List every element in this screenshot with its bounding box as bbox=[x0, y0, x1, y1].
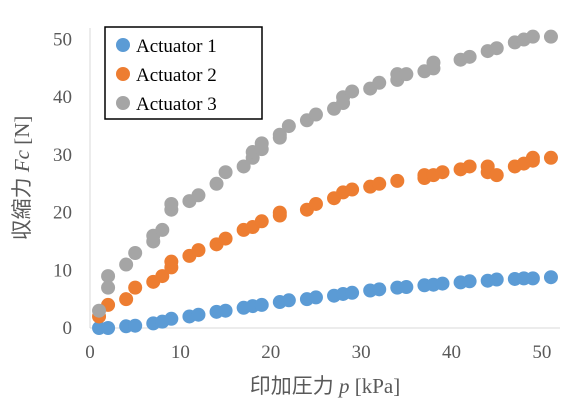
legend-label: Actuator 3 bbox=[136, 94, 217, 115]
data-point bbox=[101, 269, 116, 284]
data-point bbox=[236, 159, 251, 174]
legend-marker bbox=[116, 38, 130, 52]
data-point bbox=[345, 84, 360, 99]
data-point bbox=[272, 127, 287, 142]
data-point bbox=[164, 196, 179, 211]
x-axis-title-variable: p bbox=[337, 374, 350, 398]
x-tick-label: 40 bbox=[442, 342, 461, 363]
legend-marker bbox=[116, 96, 130, 110]
data-point bbox=[489, 41, 504, 56]
y-axis-title-unit: [N] bbox=[10, 116, 34, 150]
data-point bbox=[543, 150, 558, 165]
y-axis-title: 収縮力 Fc [N] bbox=[10, 116, 34, 241]
data-point bbox=[543, 29, 558, 44]
data-point bbox=[489, 168, 504, 183]
data-point bbox=[164, 311, 179, 326]
data-point bbox=[254, 214, 269, 229]
x-tick-label: 30 bbox=[352, 342, 371, 363]
data-point bbox=[435, 276, 450, 291]
x-axis-title-main: 印加圧力 bbox=[250, 374, 339, 398]
x-axis-title: 印加圧力 p [kPa] bbox=[250, 374, 401, 398]
data-point bbox=[372, 75, 387, 90]
data-point bbox=[218, 165, 233, 180]
data-point bbox=[254, 297, 269, 312]
data-point bbox=[399, 67, 414, 82]
data-point bbox=[462, 49, 477, 64]
data-point bbox=[191, 307, 206, 322]
y-tick-label: 10 bbox=[53, 260, 72, 281]
legend-box bbox=[104, 26, 263, 120]
x-tick-label: 50 bbox=[532, 342, 551, 363]
data-point bbox=[191, 188, 206, 203]
data-point bbox=[525, 271, 540, 286]
y-tick-label: 40 bbox=[53, 87, 72, 108]
data-point bbox=[155, 222, 170, 237]
series-3 bbox=[92, 29, 558, 318]
y-tick-label: 50 bbox=[53, 30, 72, 51]
data-point bbox=[525, 150, 540, 165]
data-point bbox=[525, 29, 540, 44]
data-point bbox=[345, 285, 360, 300]
data-point bbox=[543, 270, 558, 285]
data-point bbox=[462, 159, 477, 174]
data-point bbox=[281, 293, 296, 308]
data-point bbox=[372, 282, 387, 297]
y-tick-labels: 0 10 20 30 40 50 bbox=[53, 30, 72, 339]
x-tick-label: 0 bbox=[85, 342, 95, 363]
data-point bbox=[101, 321, 116, 335]
data-point bbox=[489, 272, 504, 287]
series-1 bbox=[92, 270, 558, 335]
series-2 bbox=[92, 150, 558, 324]
data-point bbox=[390, 173, 405, 188]
data-point bbox=[164, 254, 179, 269]
data-point bbox=[128, 246, 143, 260]
y-axis-title-main: 収縮力 bbox=[10, 172, 34, 240]
data-point bbox=[254, 136, 269, 151]
data-point bbox=[308, 107, 323, 122]
data-point bbox=[101, 280, 116, 295]
y-tick-label: 0 bbox=[63, 318, 73, 339]
data-point bbox=[155, 269, 170, 284]
legend: Actuator 1 Actuator 2 Actuator 3 bbox=[104, 26, 263, 120]
data-point bbox=[209, 176, 224, 191]
plot-area bbox=[89, 28, 560, 335]
data-point bbox=[372, 176, 387, 191]
data-point bbox=[308, 196, 323, 211]
data-point bbox=[119, 292, 134, 307]
data-point bbox=[128, 280, 143, 295]
data-point bbox=[272, 205, 287, 220]
legend-marker bbox=[116, 67, 130, 81]
y-tick-label: 20 bbox=[53, 203, 72, 224]
x-axis-title-unit: [kPa] bbox=[350, 374, 401, 398]
data-point bbox=[92, 303, 107, 318]
data-point bbox=[435, 165, 450, 180]
data-point bbox=[128, 318, 143, 333]
x-tick-label: 10 bbox=[171, 342, 190, 363]
y-tick-label: 30 bbox=[53, 145, 72, 166]
y-axis-title-variable: Fc bbox=[10, 149, 34, 173]
data-point bbox=[281, 119, 296, 134]
data-point bbox=[191, 243, 206, 258]
data-point bbox=[426, 55, 441, 70]
x-tick-label: 20 bbox=[261, 342, 280, 363]
data-point bbox=[462, 274, 477, 289]
data-points bbox=[92, 29, 558, 335]
data-point bbox=[119, 257, 134, 272]
legend-label: Actuator 2 bbox=[136, 65, 217, 86]
data-point bbox=[345, 182, 360, 197]
data-point bbox=[308, 290, 323, 305]
data-point bbox=[218, 231, 233, 246]
legend-label: Actuator 1 bbox=[136, 36, 217, 57]
data-point bbox=[399, 280, 414, 295]
data-point bbox=[218, 303, 233, 318]
x-tick-labels: 0 10 20 30 40 50 bbox=[85, 342, 551, 363]
